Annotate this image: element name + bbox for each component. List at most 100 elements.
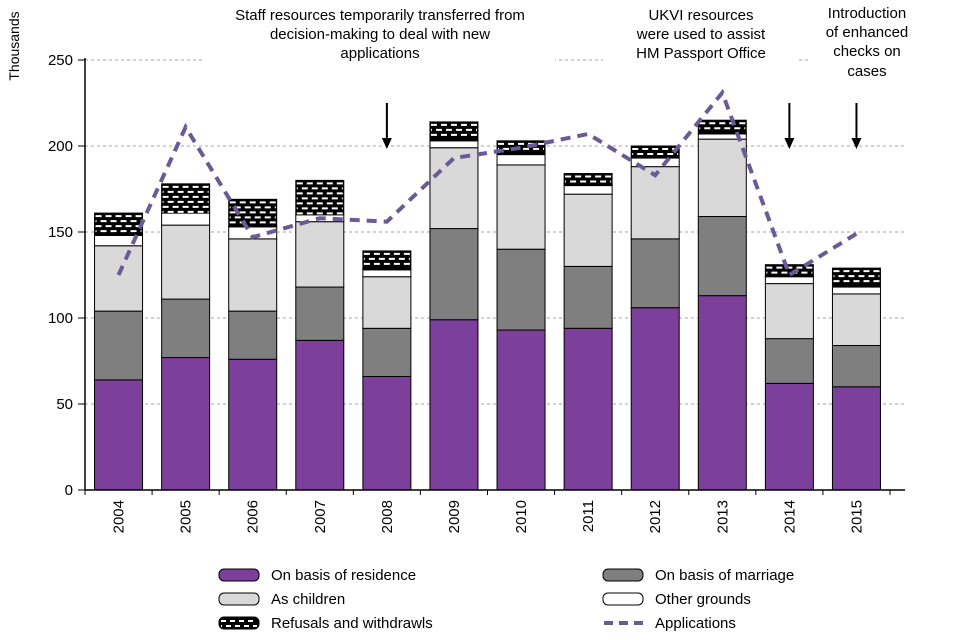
bar-segment [295, 339, 345, 491]
bar-segment [161, 357, 211, 491]
annotation-staff-resources: Staff resources temporarily transferred … [205, 6, 555, 64]
legend-label: Refusals and withdrawls [271, 614, 433, 632]
bar-segment [161, 212, 211, 226]
legend-swatch [602, 592, 644, 606]
legend-label: Applications [655, 614, 736, 632]
bar-segment [429, 121, 479, 142]
legend-label: As children [271, 590, 346, 608]
legend-color-sample [218, 616, 260, 630]
bar-segment [496, 248, 546, 331]
legend-item: On basis of residence [218, 566, 433, 584]
bar-segment [362, 375, 412, 491]
legend-label: On basis of residence [271, 566, 417, 584]
x-tick-label: 2014 [781, 500, 798, 533]
y-tick-label: 100 [48, 310, 73, 327]
bar-segment [94, 310, 144, 381]
bar-segment [362, 327, 412, 377]
bar-segment [362, 250, 412, 271]
bar-segment [161, 224, 211, 300]
x-tick-label: 2004 [111, 500, 128, 533]
bar-segment [563, 265, 613, 329]
y-tick-label: 200 [48, 138, 73, 155]
x-tick-label: 2007 [312, 500, 329, 533]
bar-segment [697, 138, 747, 218]
bar-segment [362, 276, 412, 329]
bar-segment [228, 310, 278, 360]
legend-color-sample [602, 568, 644, 582]
bar-segment [563, 185, 613, 195]
bar-segment [831, 267, 881, 288]
applications-line [116, 88, 858, 278]
legend-item: Other grounds [602, 590, 794, 608]
legend-item: As children [218, 590, 433, 608]
bar-segment [563, 327, 613, 491]
legend-swatch [218, 568, 260, 582]
bar-segment [429, 228, 479, 321]
bar-segment [362, 269, 412, 278]
bar-segment [831, 386, 881, 491]
annotation-arrowhead [851, 138, 862, 149]
bar-segment [630, 238, 680, 309]
annotation-ukvi-resources: UKVI resources were used to assist HM Pa… [603, 6, 799, 64]
y-tick-label: 0 [65, 482, 73, 499]
legend-swatch [218, 592, 260, 606]
bar-segment [831, 345, 881, 388]
bar-segment [697, 216, 747, 297]
bar-segment [630, 307, 680, 491]
annotation-enhanced-checks: Introduction of enhanced checks on cases [810, 4, 924, 81]
bar-segment [295, 221, 345, 288]
bar-segment [228, 358, 278, 491]
legend-color-sample [218, 568, 260, 582]
bar-segment [94, 379, 144, 491]
annotation-arrowhead [784, 138, 795, 149]
bar-segment [161, 298, 211, 359]
x-tick-label: 2013 [714, 500, 731, 533]
y-tick-label: 150 [48, 224, 73, 241]
bar-segment [697, 295, 747, 491]
legend-swatch [218, 616, 260, 630]
legend-swatch [602, 568, 644, 582]
legend-right-column: On basis of marriage Other grounds Applica… [602, 566, 794, 632]
bar-segment [630, 166, 680, 240]
bar-segment [764, 276, 814, 285]
bar-segment [429, 140, 479, 149]
bar-segment [228, 238, 278, 312]
bar-segment [831, 286, 881, 295]
bar-segment [764, 283, 814, 340]
bar-segment [161, 183, 211, 214]
x-tick-label: 2012 [647, 500, 664, 533]
bar-segment [496, 164, 546, 250]
x-tick-label: 2011 [580, 500, 597, 532]
y-tick-label: 250 [48, 52, 73, 69]
x-tick-label: 2009 [446, 500, 463, 533]
legend-item: Applications [602, 614, 794, 632]
legend-item: On basis of marriage [602, 566, 794, 584]
legend-label: Other grounds [655, 590, 751, 608]
x-tick-label: 2005 [178, 500, 195, 533]
legend-color-sample [602, 592, 644, 606]
bar-segment [94, 245, 144, 312]
bar-segment [630, 145, 680, 159]
legend-color-sample [218, 592, 260, 606]
bar-segment [496, 154, 546, 166]
bar-segment [429, 319, 479, 491]
legend-item: Refusals and withdrawls [218, 614, 433, 632]
x-tick-label: 2010 [513, 500, 530, 533]
x-tick-label: 2008 [379, 500, 396, 533]
bar-segment [496, 329, 546, 491]
bar-segment [764, 338, 814, 384]
x-tick-label: 2006 [245, 500, 262, 533]
legend-label: On basis of marriage [655, 566, 795, 584]
annotation-arrowhead [381, 138, 392, 149]
bar-segment [295, 286, 345, 341]
bar-segment [429, 147, 479, 230]
bar-segment [563, 173, 613, 187]
y-tick-label: 50 [56, 396, 73, 413]
bar-segment [764, 382, 814, 491]
bar-segment [831, 293, 881, 347]
x-tick-label: 2015 [848, 500, 865, 533]
legend-swatch [604, 621, 644, 625]
legend-left-column: On basis of residence As children Refusals… [218, 566, 433, 632]
